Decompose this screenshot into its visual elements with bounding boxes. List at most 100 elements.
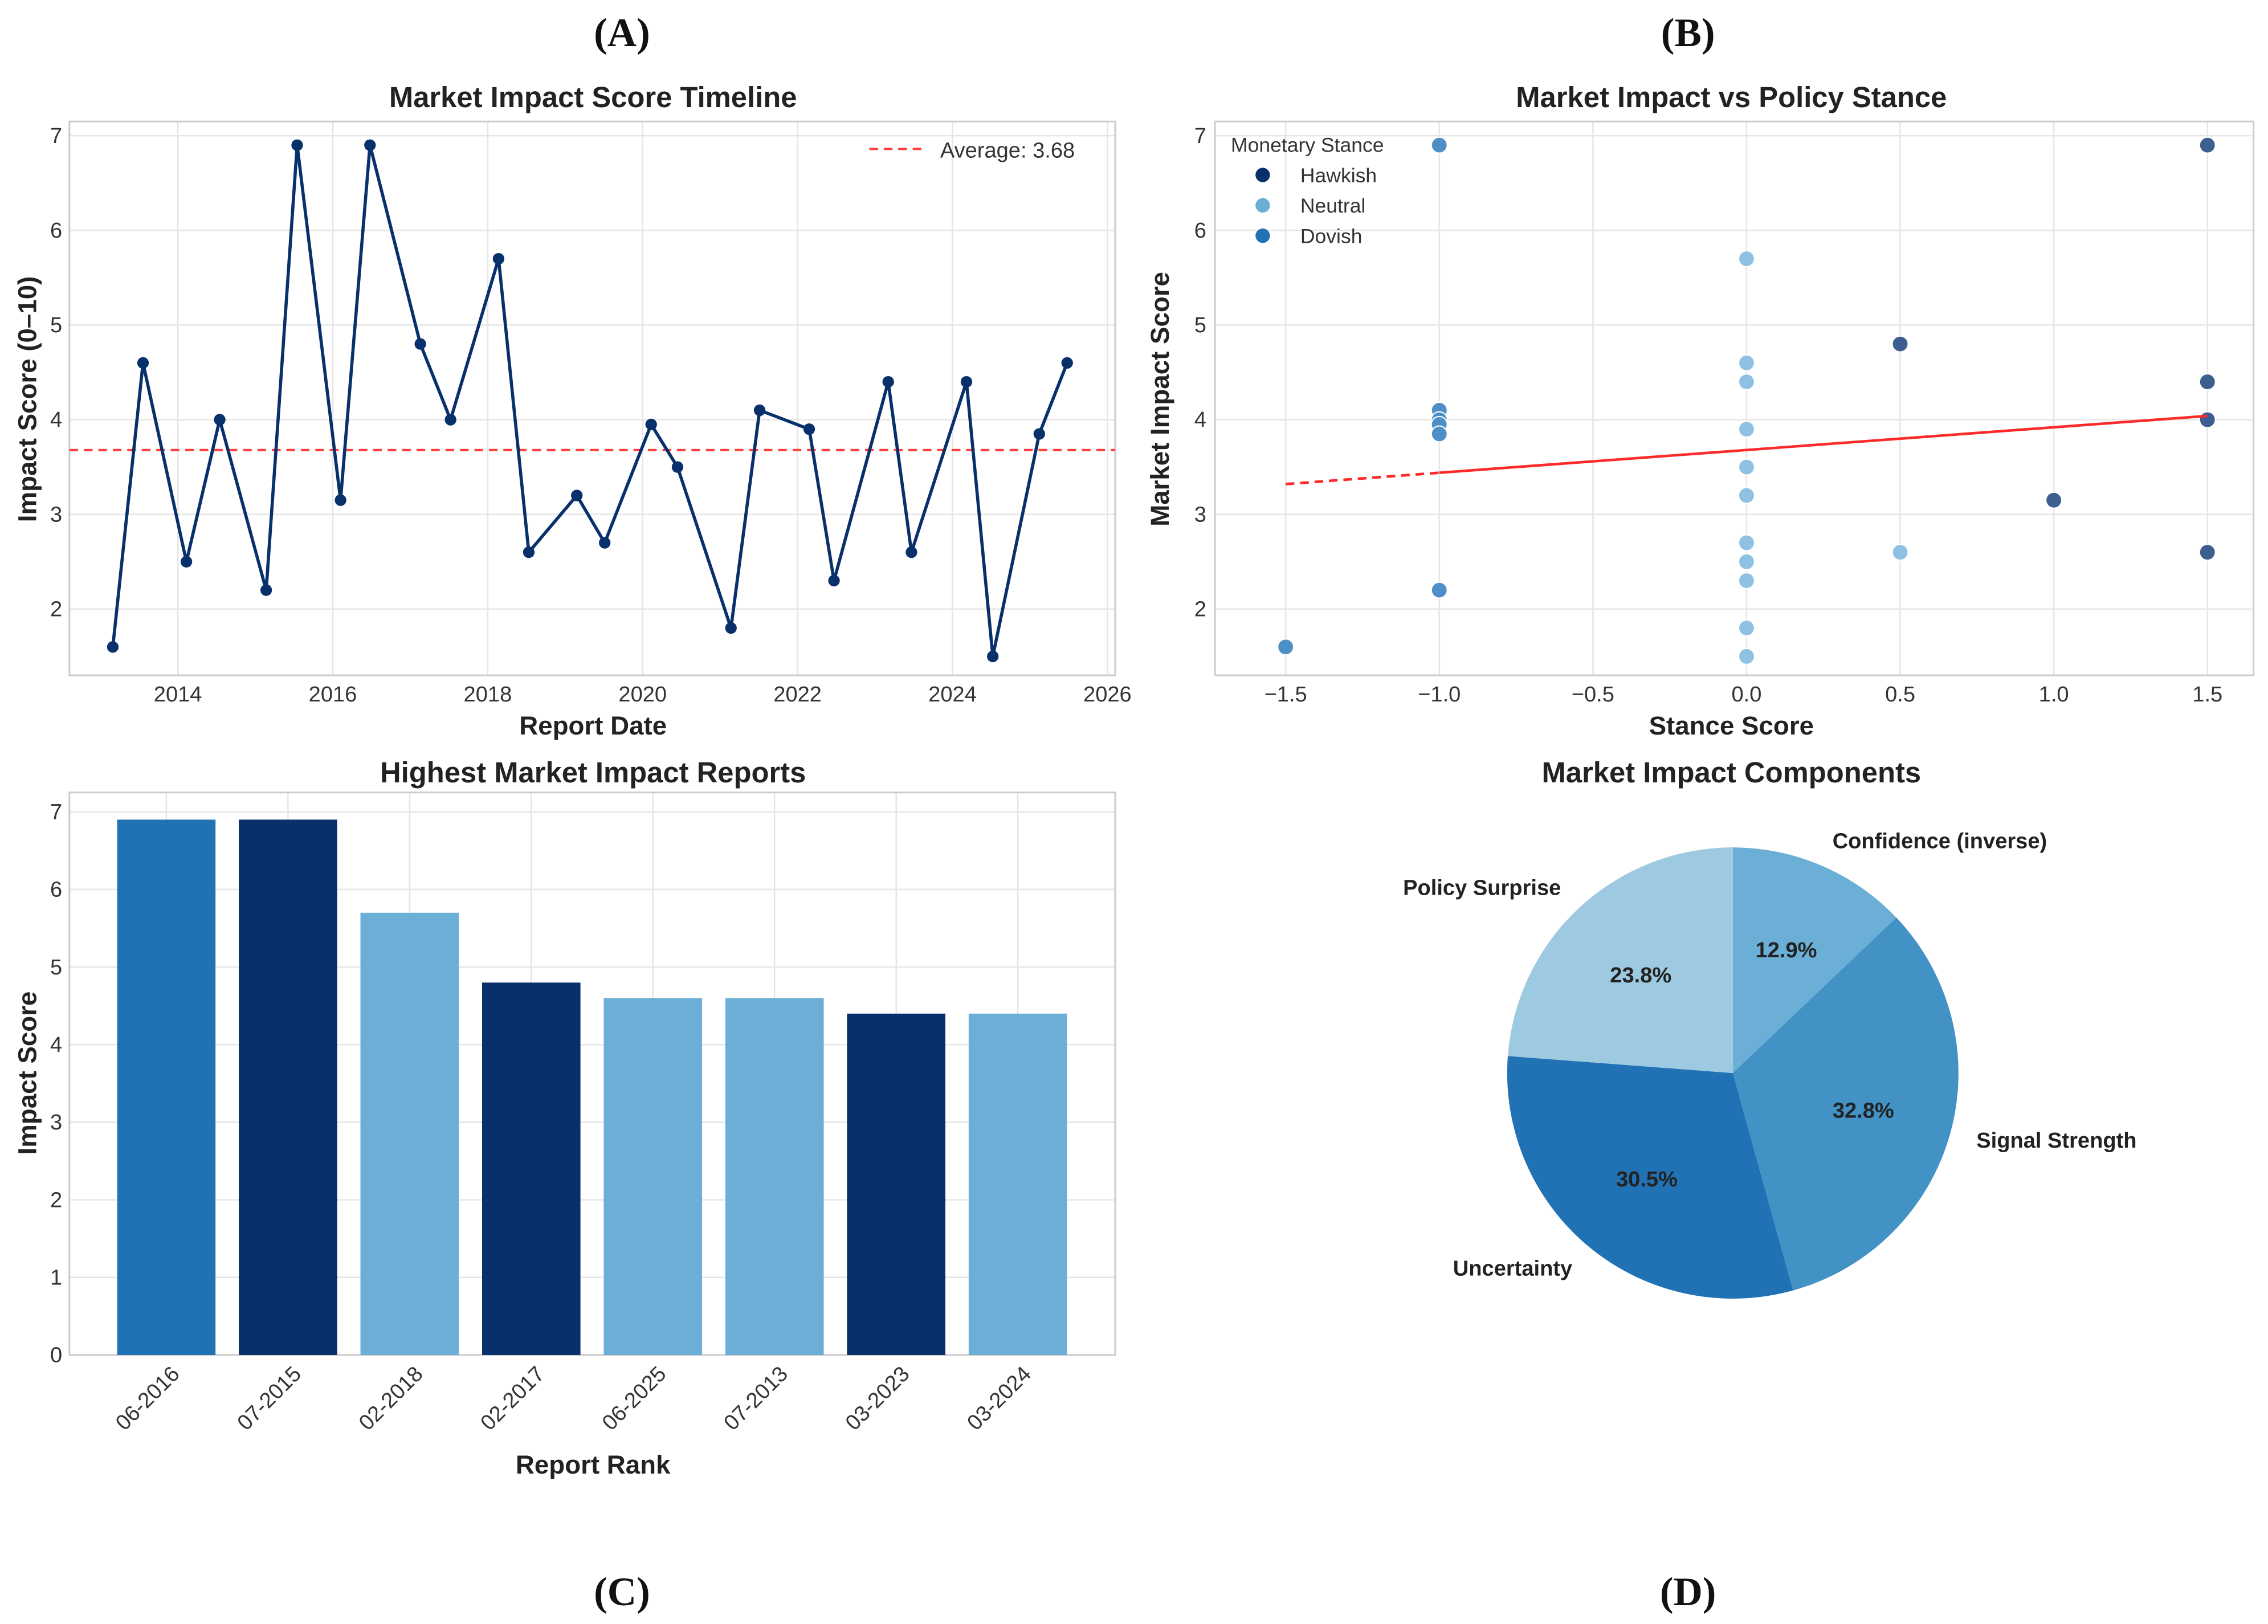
pie-slice-label: Confidence (inverse) bbox=[1833, 829, 2047, 853]
x-tick-label: −0.5 bbox=[1572, 683, 1614, 707]
panel-label-b: (B) bbox=[1661, 11, 1715, 55]
legend-label: Neutral bbox=[1300, 194, 1366, 217]
pie-slice-signal-strength bbox=[1732, 917, 1959, 1291]
pie-slice-uncertainty bbox=[1507, 1056, 1793, 1299]
x-tick-label: 07-2015 bbox=[233, 1362, 306, 1435]
data-point bbox=[1061, 357, 1073, 369]
x-tick-label: 03-2023 bbox=[841, 1362, 914, 1435]
data-point bbox=[599, 537, 611, 549]
legend-label: Dovish bbox=[1300, 225, 1363, 247]
data-point bbox=[107, 641, 119, 653]
scatter-point-neutral bbox=[1737, 458, 1755, 476]
x-tick-label: 0.5 bbox=[1885, 683, 1915, 707]
trend-line-extrapolated bbox=[1285, 471, 1439, 485]
data-point bbox=[335, 494, 346, 506]
plot-frame bbox=[1214, 120, 2255, 676]
y-axis-label: Market Impact Score bbox=[1145, 272, 1174, 527]
y-tick-label: 4 bbox=[1194, 408, 1206, 432]
data-point bbox=[180, 556, 193, 568]
legend-marker-neutral bbox=[1255, 198, 1270, 213]
data-point bbox=[882, 376, 894, 388]
scatter-point-dovish bbox=[1277, 638, 1295, 656]
scatter-point-neutral bbox=[1737, 487, 1755, 504]
scatter-point-neutral bbox=[1737, 572, 1755, 589]
data-point bbox=[960, 376, 973, 388]
x-tick-label: 2024 bbox=[928, 683, 977, 707]
y-axis-label: Impact Score (0–10) bbox=[13, 276, 42, 523]
y-tick-label: 6 bbox=[50, 219, 62, 243]
data-point bbox=[291, 139, 303, 151]
y-tick-label: 6 bbox=[50, 878, 62, 902]
x-tick-label: 2018 bbox=[464, 683, 512, 707]
panel-label-a: (A) bbox=[594, 11, 650, 55]
scatter-point-neutral bbox=[1737, 250, 1755, 268]
data-point bbox=[214, 414, 226, 426]
scatter-point-neutral bbox=[1737, 553, 1755, 570]
x-tick-label: 2026 bbox=[1083, 683, 1132, 707]
bar-07-2015 bbox=[239, 819, 337, 1355]
data-point bbox=[905, 546, 917, 558]
chart-title: Highest Market Impact Reports bbox=[380, 756, 806, 789]
legend-marker-dovish bbox=[1255, 228, 1270, 243]
panel-label-c: (C) bbox=[594, 1570, 650, 1614]
y-tick-label: 7 bbox=[50, 124, 62, 148]
timeline-series-line bbox=[111, 145, 1069, 657]
scatter-point-hawkish bbox=[2198, 411, 2216, 429]
data-point bbox=[645, 418, 657, 431]
y-tick-label: 4 bbox=[50, 1033, 62, 1057]
scatter-point-neutral bbox=[1891, 544, 1909, 561]
pie-slice-label: Policy Surprise bbox=[1403, 876, 1561, 900]
data-point bbox=[414, 338, 426, 350]
plot-frame bbox=[68, 791, 1116, 1356]
scatter-point-hawkish bbox=[2045, 491, 2063, 509]
y-tick-label: 0 bbox=[50, 1344, 62, 1368]
bar-02-2018 bbox=[360, 912, 459, 1355]
x-tick-label: 2014 bbox=[154, 683, 202, 707]
data-point bbox=[492, 252, 505, 265]
data-point bbox=[444, 414, 456, 426]
bar-02-2017 bbox=[482, 982, 581, 1355]
data-point bbox=[828, 574, 840, 587]
y-tick-label: 5 bbox=[50, 313, 62, 337]
data-point bbox=[1033, 428, 1045, 440]
scatter-point-dovish bbox=[1430, 425, 1448, 443]
y-axis-label: Impact Score bbox=[13, 991, 42, 1155]
x-tick-label: −1.0 bbox=[1418, 683, 1461, 707]
bar-03-2023 bbox=[847, 1013, 946, 1355]
y-tick-label: 2 bbox=[50, 1188, 62, 1212]
x-tick-label: −1.5 bbox=[1264, 683, 1307, 707]
pie-percent-label: 23.8% bbox=[1610, 964, 1671, 988]
x-axis-label: Report Date bbox=[519, 711, 667, 740]
y-tick-label: 3 bbox=[50, 1111, 62, 1135]
scatter-point-dovish bbox=[1430, 136, 1448, 154]
y-tick-label: 3 bbox=[50, 503, 62, 527]
pie-slice-policy-surprise bbox=[1507, 847, 1733, 1074]
pie-slice-label: Signal Strength bbox=[1976, 1129, 2136, 1153]
scatter-point-hawkish bbox=[2198, 136, 2216, 154]
pie-percent-label: 12.9% bbox=[1756, 939, 1817, 962]
bar-06-2016 bbox=[117, 819, 216, 1355]
legend-marker-hawkish bbox=[1255, 168, 1270, 182]
pie-percent-label: 30.5% bbox=[1616, 1168, 1678, 1192]
y-tick-label: 7 bbox=[50, 800, 62, 824]
y-tick-label: 2 bbox=[50, 598, 62, 622]
data-point bbox=[364, 139, 376, 151]
x-tick-label: 1.5 bbox=[2192, 683, 2222, 707]
scatter-point-hawkish bbox=[1891, 335, 1909, 353]
data-point bbox=[137, 357, 149, 369]
x-tick-label: 02-2018 bbox=[354, 1362, 427, 1435]
x-tick-label: 02-2017 bbox=[476, 1362, 549, 1435]
y-tick-label: 5 bbox=[50, 956, 62, 980]
y-tick-label: 4 bbox=[50, 408, 62, 432]
data-point bbox=[753, 404, 766, 417]
scatter-point-hawkish bbox=[2198, 544, 2216, 561]
panel-label-d: (D) bbox=[1660, 1570, 1716, 1614]
bar-chart: Highest Market Impact Reports Report Ran… bbox=[13, 756, 1116, 1479]
pie-slice-confidence-inverse- bbox=[1732, 847, 1896, 1074]
y-tick-label: 3 bbox=[1194, 503, 1206, 527]
x-tick-label: 07-2013 bbox=[720, 1362, 793, 1435]
bar-06-2025 bbox=[603, 998, 703, 1355]
x-tick-label: 1.0 bbox=[2039, 683, 2069, 707]
scatter-point-neutral bbox=[1737, 534, 1755, 552]
